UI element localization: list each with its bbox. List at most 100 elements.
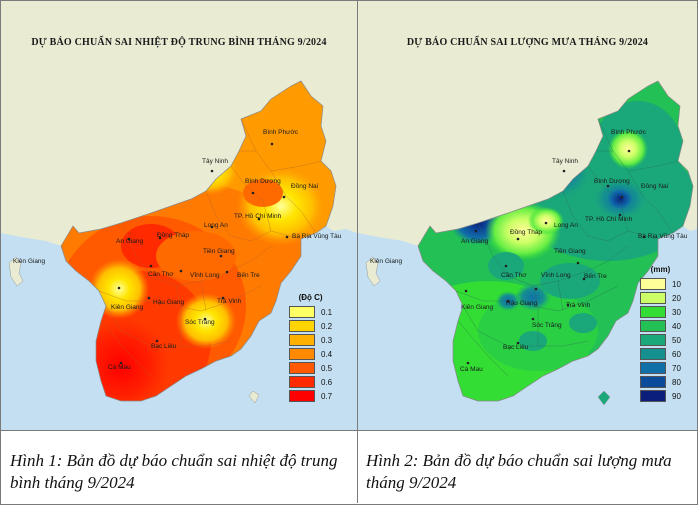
caption-figure-2: Hình 2: Bản đồ dự báo chuẩn sai lượng mư… [366, 451, 672, 492]
temperature-legend-swatch [289, 320, 315, 332]
label-bac-lieu: Bạc Liêu [151, 343, 177, 350]
label-an-giang-rain: An Giang [461, 238, 489, 245]
rainfall-legend-row: 90 [640, 389, 681, 403]
temperature-legend-items: 0.1 0.2 0.3 0.4 0.5 0.6 0.7 [289, 305, 332, 403]
label-kien-giang-island: Kiên Giang [13, 258, 46, 265]
rainfall-legend-swatch [640, 278, 666, 290]
caption-figure-1: Hình 1: Bản đồ dự báo chuẩn sai nhiệt độ… [10, 451, 338, 492]
temperature-legend-label: 0.5 [321, 363, 333, 373]
label-kien-giang-island-rain: Kiên Giang [370, 258, 403, 265]
rainfall-legend-swatch [640, 320, 666, 332]
label-ben-tre: Bến Tre [237, 272, 260, 279]
rainfall-legend-label: 30 [672, 307, 681, 317]
temperature-legend-row: 0.3 [289, 333, 332, 347]
label-dong-nai: Đồng Nai [291, 183, 319, 190]
rainfall-legend-swatch [640, 292, 666, 304]
temperature-legend-row: 0.1 [289, 305, 332, 319]
label-tay-ninh: Tây Ninh [202, 158, 229, 165]
rainfall-legend-row: 30 [640, 305, 681, 319]
rainfall-legend-row: 20 [640, 291, 681, 305]
label-hau-giang: Hậu Giang [153, 299, 185, 306]
label-hau-giang-rain: Hậu Giang [506, 300, 538, 307]
rainfall-legend-label: 50 [672, 335, 681, 345]
label-dong-nai-rain: Đồng Nai [641, 183, 669, 190]
province-markers-rain [464, 149, 646, 365]
rainfall-legend-row: 10 [640, 277, 681, 291]
temperature-legend-swatch [289, 348, 315, 360]
label-kien-giang: Kiên Giang [111, 304, 144, 311]
temperature-legend-swatch [289, 376, 315, 388]
province-markers [117, 142, 289, 365]
rainfall-legend-swatch [640, 390, 666, 402]
rainfall-legend-row: 70 [640, 361, 681, 375]
rainfall-legend-title: (mm) [650, 265, 671, 274]
label-ca-mau: Cà Mau [108, 364, 131, 371]
label-long-an-rain: Long An [554, 222, 578, 229]
label-tp-hcm: TP. Hồ Chí Minh [234, 213, 282, 220]
label-kien-giang-rain: Kiên Giang [461, 304, 494, 311]
temperature-legend-row: 0.2 [289, 319, 332, 333]
temperature-legend-label: 0.3 [321, 335, 333, 345]
temperature-legend-swatch [289, 390, 315, 402]
rainfall-legend-swatch [640, 348, 666, 360]
rainfall-legend-swatch [640, 306, 666, 318]
rainfall-legend-label: 20 [672, 293, 681, 303]
temperature-legend: (Độ C) 0.1 0.2 0.3 0.4 0.5 0.6 0.7 [289, 293, 332, 403]
label-binh-phuoc: Bình Phước [263, 129, 298, 136]
label-vinh-long: Vĩnh Long [190, 272, 220, 279]
temperature-legend-row: 0.7 [289, 389, 332, 403]
temperature-legend-label: 0.6 [321, 377, 333, 387]
label-bac-lieu-rain: Bạc Liêu [503, 344, 529, 351]
label-long-an: Long An [204, 222, 228, 229]
caption-divider [0, 430, 698, 431]
label-tra-vinh: Trà Vinh [217, 298, 242, 305]
temperature-legend-label: 0.7 [321, 391, 333, 401]
label-tien-giang: Tiền Giang [203, 248, 235, 255]
label-ba-ria-vung-tau: Bà Rịa Vũng Tàu [292, 233, 342, 240]
rainfall-legend-row: 50 [640, 333, 681, 347]
label-dong-thap-rain: Đồng Tháp [510, 229, 543, 236]
label-binh-phuoc-rain: Bình Phước [611, 129, 646, 136]
rainfall-legend-swatch [640, 362, 666, 374]
label-ba-ria-vung-tau-rain: Bà Rịa Vũng Tàu [638, 233, 688, 240]
label-binh-duong-rain: Bình Dương [594, 178, 630, 185]
label-tay-ninh-rain: Tây Ninh [552, 158, 579, 165]
label-ben-tre-rain: Bến Tre [584, 273, 607, 280]
rainfall-legend-row: 80 [640, 375, 681, 389]
temperature-legend-row: 0.6 [289, 375, 332, 389]
rainfall-legend-swatch [640, 334, 666, 346]
rainfall-map-title: DỰ BÁO CHUẨN SAI LƯỢNG MƯA THÁNG 9/2024 [406, 37, 649, 48]
rainfall-legend-label: 80 [672, 377, 681, 387]
temperature-map-panel: DỰ BÁO CHUẨN SAI NHIỆT ĐỘ TRUNG BÌNH THÁ… [1, 1, 357, 430]
temperature-legend-label: 0.1 [321, 307, 333, 317]
rainfall-legend-label: 10 [672, 279, 681, 289]
rainfall-legend-label: 40 [672, 321, 681, 331]
temperature-legend-swatch [289, 334, 315, 346]
rainfall-legend-label: 70 [672, 363, 681, 373]
label-binh-duong: Bình Dương [245, 178, 281, 185]
temperature-legend-swatch [289, 306, 315, 318]
temperature-legend-swatch [289, 362, 315, 374]
temperature-map-title: DỰ BÁO CHUẨN SAI NHIỆT ĐỘ TRUNG BÌNH THÁ… [31, 37, 327, 48]
label-tra-vinh-rain: Trà Vinh [566, 302, 591, 309]
label-can-tho: Cần Thơ [148, 271, 174, 278]
rainfall-legend-label: 90 [672, 391, 681, 401]
label-tp-hcm-rain: TP. Hồ Chí Minh [585, 216, 633, 223]
label-dong-thap: Đồng Tháp [157, 232, 190, 239]
temperature-legend-row: 0.5 [289, 361, 332, 375]
temperature-legend-label: 0.2 [321, 321, 333, 331]
label-ca-mau-rain: Cà Mau [460, 366, 483, 373]
rainfall-map-panel: DỰ BÁO CHUẨN SAI LƯỢNG MƯA THÁNG 9/2024 … [358, 1, 697, 430]
rainfall-legend-row: 60 [640, 347, 681, 361]
temperature-legend-row: 0.4 [289, 347, 332, 361]
label-can-tho-rain: Cần Thơ [501, 272, 527, 279]
temperature-legend-title: (Độ C) [298, 293, 323, 302]
temperature-legend-label: 0.4 [321, 349, 333, 359]
label-tien-giang-rain: Tiền Giang [554, 248, 586, 255]
rainfall-legend: (mm) 10 20 30 40 50 60 70 80 90 [640, 265, 681, 403]
label-soc-trang-rain: Sóc Trăng [532, 322, 562, 329]
rainfall-legend-label: 60 [672, 349, 681, 359]
panel-divider [357, 0, 358, 503]
rainfall-legend-items: 10 20 30 40 50 60 70 80 90 [640, 277, 681, 403]
label-vinh-long-rain: Vĩnh Long [541, 272, 571, 279]
